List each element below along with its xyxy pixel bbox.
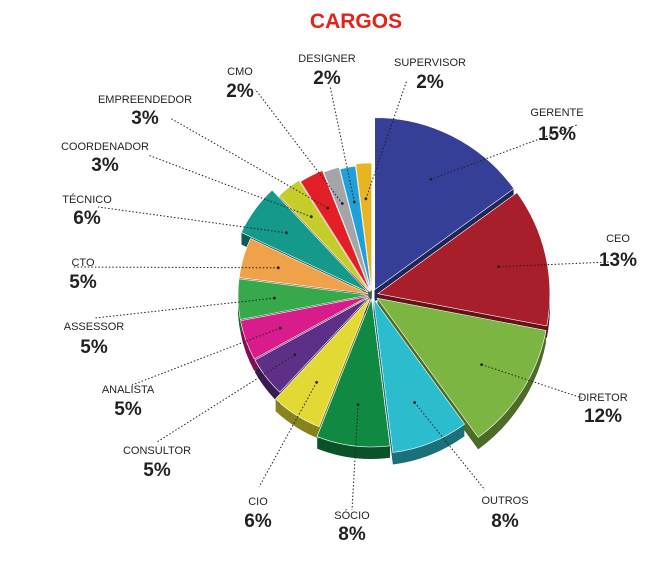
label-outros-value: 8% bbox=[491, 511, 519, 532]
label-s-cio-value: 8% bbox=[338, 524, 366, 545]
leader-dot-s-cio bbox=[356, 403, 360, 407]
leader-line-outros bbox=[414, 402, 486, 491]
leader-dot-outros bbox=[413, 401, 416, 404]
leader-line-s-cio bbox=[351, 404, 359, 511]
label-consultor-value: 5% bbox=[143, 460, 171, 481]
label-ceo-name: CEO bbox=[606, 233, 630, 245]
leader-dot-ceo bbox=[497, 265, 501, 269]
slice-ceo bbox=[377, 192, 551, 327]
leader-line-gerente bbox=[430, 124, 578, 180]
slice-coordenador bbox=[278, 179, 370, 293]
leader-line-coordenador bbox=[147, 154, 312, 218]
leader-line-cmo bbox=[254, 88, 343, 204]
leader-dot-t-cnico bbox=[285, 231, 288, 235]
leader-line-designer bbox=[329, 85, 355, 203]
slice-outros bbox=[373, 298, 465, 453]
slice-cio bbox=[274, 298, 371, 428]
label-t-cnico-name: TÉCNICO bbox=[62, 193, 112, 206]
slice-designer bbox=[339, 165, 372, 292]
leader-dot-diretor bbox=[480, 363, 483, 366]
label-assessor-value: 5% bbox=[80, 337, 108, 358]
slice-gerente bbox=[374, 117, 515, 291]
slice-empreendedor bbox=[300, 170, 371, 292]
label-supervisor-name: SUPERVISOR bbox=[394, 57, 466, 69]
label-cmo-name: CMO bbox=[227, 66, 253, 78]
label-coordenador-value: 3% bbox=[91, 155, 119, 176]
leader-dot-analista bbox=[278, 326, 282, 330]
leader-line-empreendedor bbox=[169, 117, 328, 209]
leader-line-cio bbox=[258, 382, 318, 488]
label-ceo-value: 13% bbox=[599, 250, 637, 271]
leader-dot-cio bbox=[315, 380, 318, 384]
label-cio-value: 6% bbox=[244, 511, 272, 532]
slice-assessor bbox=[237, 278, 369, 320]
label-t-cnico-value: 6% bbox=[73, 208, 101, 229]
slice-analista bbox=[240, 296, 369, 360]
label-empreendedor-name: EMPREENDEDOR bbox=[98, 94, 192, 106]
leader-dot-gerente bbox=[429, 177, 433, 181]
label-consultor-name: CONSULTOR bbox=[123, 445, 191, 457]
leader-line-cto bbox=[71, 266, 279, 269]
label-cto-name: CTO bbox=[71, 257, 94, 269]
label-diretor-name: DIRETOR bbox=[578, 392, 627, 404]
label-cto-value: 5% bbox=[69, 272, 97, 293]
label-cio-name: CIO bbox=[248, 496, 268, 508]
label-s-cio-name: SÓCIO bbox=[334, 509, 370, 522]
leader-line-ceo bbox=[498, 261, 610, 268]
label-analista-value: 5% bbox=[114, 399, 142, 420]
slice-s-cio bbox=[316, 298, 391, 448]
leader-dot-designer bbox=[352, 200, 356, 204]
label-designer-name: DESIGNER bbox=[298, 53, 356, 65]
leader-dot-assessor bbox=[273, 296, 276, 300]
leader-line-diretor bbox=[481, 364, 583, 399]
slice-cmo bbox=[323, 166, 372, 292]
leader-dot-consultor bbox=[293, 353, 297, 357]
label-supervisor-value: 2% bbox=[416, 72, 444, 93]
leader-dot-cto bbox=[276, 266, 280, 270]
label-gerente-value: 15% bbox=[538, 124, 576, 145]
label-assessor-name: ASSESSOR bbox=[64, 321, 125, 333]
slice-cto bbox=[238, 238, 369, 295]
label-diretor-value: 12% bbox=[584, 406, 622, 427]
label-gerente-name: GERENTE bbox=[530, 107, 583, 119]
slice-consultor bbox=[254, 297, 370, 393]
leader-dot-cmo bbox=[340, 202, 344, 205]
label-empreendedor-value: 3% bbox=[131, 108, 159, 129]
label-coordenador-name: COORDENADOR bbox=[61, 141, 149, 153]
label-designer-value: 2% bbox=[313, 68, 341, 89]
leader-line-t-cnico bbox=[97, 206, 287, 234]
leader-dot-empreendedor bbox=[326, 206, 330, 210]
leader-dot-supervisor bbox=[364, 197, 368, 201]
label-analista-name: ANALISTA bbox=[102, 384, 155, 396]
slice-t-cnico bbox=[240, 189, 369, 293]
chart-title: CARGOS bbox=[310, 10, 402, 33]
label-outros-name: OUTROS bbox=[481, 495, 528, 507]
leader-dot-coordenador bbox=[309, 215, 313, 219]
label-cmo-value: 2% bbox=[226, 81, 254, 102]
leader-line-consultor bbox=[156, 354, 296, 443]
slice-diretor bbox=[376, 297, 547, 438]
